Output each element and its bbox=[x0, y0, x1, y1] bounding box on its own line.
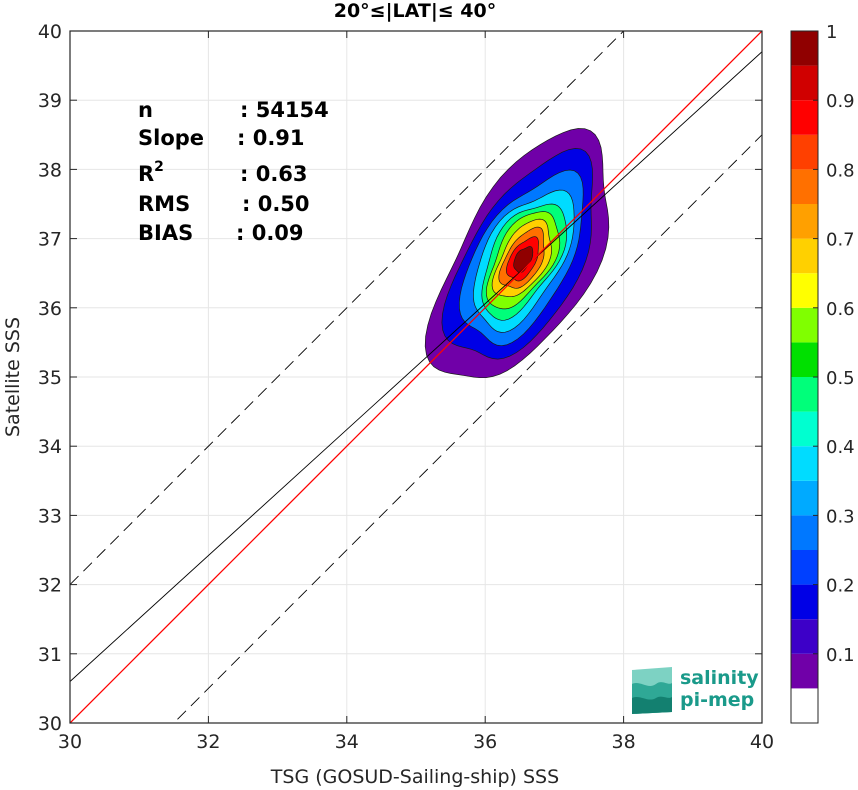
stat-value-n: : 54154 bbox=[240, 98, 329, 122]
y-tick-label: 37 bbox=[38, 229, 62, 251]
x-axis-label: TSG (GOSUD-Sailing-ship) SSS bbox=[270, 766, 559, 788]
stat-value-slope: : 0.91 bbox=[237, 126, 305, 150]
colorbar-tick-label: 0.1 bbox=[826, 645, 855, 666]
stat-label-n: n bbox=[138, 98, 153, 122]
plot-area: 30 32 34 36 38 40 30 31 32 33 34 35 36 37 38 39 40 bbox=[38, 21, 774, 753]
regression-line bbox=[70, 51, 762, 682]
colorbar-swatch bbox=[791, 480, 818, 516]
colorbar-tick-label: 0.8 bbox=[826, 160, 855, 181]
y-tick-label: 30 bbox=[38, 713, 62, 735]
salinity-pi-mep-logo: salinity pi-mep bbox=[632, 667, 759, 714]
stat-label-slope: Slope bbox=[138, 126, 204, 150]
colorbar-swatch bbox=[791, 31, 818, 66]
colorbar-swatch bbox=[791, 653, 818, 689]
y-axis-label: Satellite SSS bbox=[2, 317, 24, 437]
stat-label-rms: RMS bbox=[138, 192, 190, 216]
colorbar-swatch bbox=[791, 238, 818, 274]
y-tick-label: 31 bbox=[38, 644, 62, 666]
colorbar-swatch bbox=[791, 515, 818, 550]
y-tick-label: 40 bbox=[38, 21, 62, 43]
colorbar-swatch bbox=[791, 65, 818, 101]
x-tick-label: 36 bbox=[473, 731, 497, 753]
colorbar-swatch bbox=[791, 411, 818, 447]
density-contours bbox=[70, 31, 762, 723]
bound-dashed-line-1 bbox=[70, 31, 625, 585]
colorbar-swatch bbox=[791, 273, 818, 308]
y-tick-label: 34 bbox=[38, 436, 62, 458]
stat-value-r: : 0.63 bbox=[240, 162, 308, 186]
colorbar-swatch bbox=[791, 307, 818, 343]
colorbar-swatch bbox=[791, 550, 818, 585]
y-tick-label: 32 bbox=[38, 575, 62, 597]
x-tick-label: 34 bbox=[335, 731, 359, 753]
colorbar-tick-label: 0.9 bbox=[826, 91, 855, 112]
stat-label-bias: BIAS bbox=[138, 221, 193, 245]
identity-line bbox=[70, 31, 762, 723]
colorbar-swatch bbox=[791, 377, 818, 412]
y-tick-label: 36 bbox=[38, 298, 62, 320]
colorbar-swatch bbox=[791, 169, 818, 204]
colorbar-swatch bbox=[791, 134, 818, 170]
colorbar-swatch bbox=[791, 100, 818, 135]
colorbar: 0.1 0.2 0.3 0.4 0.5 0.6 0.7 0.8 0.9 1 bbox=[790, 22, 855, 724]
colorbar-swatch bbox=[791, 619, 818, 654]
colorbar-tick-label: 0.3 bbox=[826, 506, 855, 527]
x-tick-label: 32 bbox=[196, 731, 220, 753]
density-contour-level-10 bbox=[513, 246, 534, 274]
x-tick-label: 40 bbox=[750, 731, 774, 753]
colorbar-tick-label: 0.5 bbox=[826, 368, 855, 389]
y-tick-label: 35 bbox=[38, 367, 62, 389]
bound-dashed-line-2 bbox=[173, 134, 762, 723]
colorbar-swatch bbox=[791, 688, 818, 723]
colorbar-swatch bbox=[791, 342, 818, 377]
x-tick-label: 38 bbox=[612, 731, 636, 753]
colorbar-tick-label: 0.4 bbox=[826, 437, 855, 458]
stat-value-rms: : 0.50 bbox=[242, 192, 310, 216]
colorbar-tick-label: 0.2 bbox=[826, 576, 855, 597]
colorbar-tick-label: 0.6 bbox=[826, 299, 855, 320]
stat-value-bias: : 0.09 bbox=[236, 221, 304, 245]
colorbar-tick-label: 1 bbox=[826, 22, 837, 43]
colorbar-swatch bbox=[791, 446, 818, 481]
x-tick-label: 30 bbox=[58, 731, 82, 753]
y-tick-label: 33 bbox=[38, 505, 62, 527]
colorbar-swatch bbox=[791, 204, 818, 239]
stats-box: n : 54154 Slope : 0.91 R2 : 0.63 RMS : 0.50 BIAS… bbox=[138, 98, 329, 245]
stat-superscript: 2 bbox=[154, 159, 164, 175]
wave-logo-icon bbox=[632, 667, 672, 714]
chart-title: 20°≤|LAT|≤ 40° bbox=[334, 0, 497, 22]
y-tick-label: 39 bbox=[38, 90, 62, 112]
y-tick-label: 38 bbox=[38, 159, 62, 181]
logo-text-pi-mep: pi-mep bbox=[680, 689, 754, 711]
logo-text-salinity: salinity bbox=[680, 667, 759, 689]
colorbar-swatch bbox=[791, 584, 818, 620]
stat-label-r: R2 bbox=[138, 159, 164, 186]
colorbar-tick-label: 0.7 bbox=[826, 230, 855, 251]
